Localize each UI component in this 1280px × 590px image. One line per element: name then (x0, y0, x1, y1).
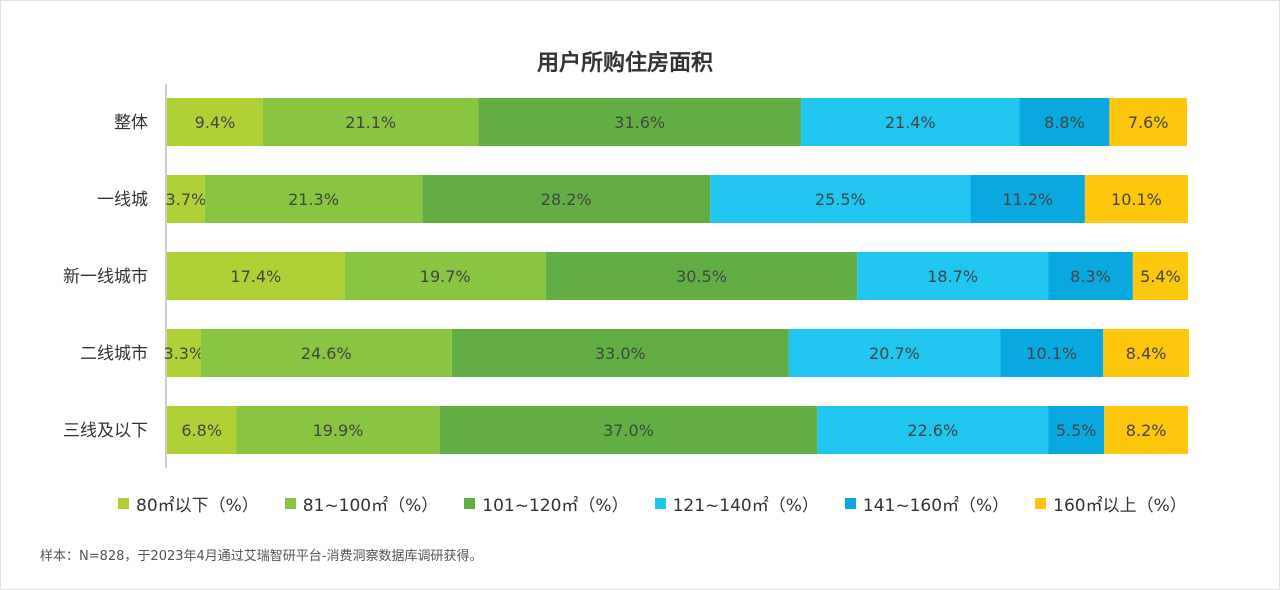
bar-segment (422, 175, 711, 223)
legend-swatch (654, 497, 666, 509)
bar-segment (710, 175, 971, 223)
legend-item: 80㎡以下（%） (118, 491, 259, 516)
data-label: 37.0% (603, 421, 654, 440)
bar-segment (970, 175, 1085, 223)
data-label: 8.3% (1070, 267, 1111, 286)
legend-swatch (1035, 497, 1047, 509)
data-label: 17.4% (230, 267, 281, 286)
category-label: 三线及以下 (63, 421, 148, 441)
legend-label: 81~100㎡（%） (302, 495, 439, 516)
data-label: 10.1% (1026, 344, 1077, 363)
bar-segment (167, 175, 205, 223)
legend-item: 121~140㎡（%） (654, 491, 819, 516)
data-label: 8.2% (1126, 421, 1167, 440)
bar-segment (1019, 98, 1110, 146)
bar-segment (262, 98, 479, 146)
data-label: 3.3% (164, 344, 205, 363)
bar-segment (1103, 329, 1190, 377)
legend-item: 141~160㎡（%） (844, 491, 1010, 516)
legend-label: 160㎡以上（%） (1053, 495, 1187, 516)
legend-item: 160㎡以上（%） (1035, 491, 1187, 516)
data-label: 24.6% (301, 344, 352, 363)
bar-segment (788, 329, 1001, 377)
data-label: 6.8% (181, 421, 222, 440)
bar-segment (236, 406, 440, 454)
bar-segment (344, 252, 546, 300)
legend-swatch (464, 497, 476, 509)
data-label: 22.6% (907, 421, 958, 440)
legend: 80㎡以下（%） 81~100㎡（%） 101~120㎡（%） 121~140㎡（%）… (118, 490, 1213, 516)
source-note: 样本：N=828，于2023年4月通过艾瑞智研平台-消费洞察数据库调研获得。 (40, 549, 483, 564)
data-label: 8.4% (1126, 344, 1167, 363)
category-label: 一线城 (97, 190, 148, 210)
data-label: 11.2% (1002, 190, 1053, 209)
bar-segment (167, 329, 201, 377)
category-label: 二线城市 (80, 344, 148, 364)
bar-segment (1104, 406, 1188, 454)
bar-segment (545, 252, 858, 300)
bar-segment (478, 98, 802, 146)
bar-segment (817, 406, 1049, 454)
bar-segment (1109, 98, 1187, 146)
bar-segment (451, 329, 789, 377)
data-label: 7.6% (1128, 113, 1169, 132)
data-label: 5.5% (1056, 421, 1097, 440)
bar-segment (167, 98, 263, 146)
data-label: 21.3% (288, 190, 339, 209)
bar-segment (1084, 175, 1188, 223)
bar-segment (857, 252, 1049, 300)
bar-segment (1048, 252, 1133, 300)
legend-label: 80㎡以下（%） (136, 495, 259, 516)
legend-label: 101~120㎡（%） (482, 495, 629, 516)
data-label: 19.9% (313, 421, 364, 440)
bar-segment (1132, 252, 1188, 300)
data-label: 31.6% (614, 113, 665, 132)
legend-item: 101~120㎡（%） (464, 491, 629, 516)
data-label: 33.0% (595, 344, 646, 363)
bars-group: 9.4% 21.1% 31.6% 21.4% 8.8% 7.6% 3.7% 21.3% 28.2… (164, 98, 1190, 454)
legend-label: 121~140㎡（%） (672, 495, 819, 516)
data-label: 5.4% (1140, 267, 1181, 286)
data-label: 3.7% (166, 190, 207, 209)
legend-swatch (284, 497, 296, 509)
bar-segment (1048, 406, 1105, 454)
data-label: 30.5% (676, 267, 727, 286)
data-label: 9.4% (195, 113, 236, 132)
data-label: 8.8% (1044, 113, 1085, 132)
data-label: 28.2% (541, 190, 592, 209)
data-label: 20.7% (869, 344, 920, 363)
bar-segment (167, 406, 237, 454)
chart-title: 用户所购住房面积 (537, 50, 713, 76)
data-label: 18.7% (927, 267, 978, 286)
legend-label: 141~160㎡（%） (862, 495, 1010, 516)
bar-segment (439, 406, 818, 454)
data-label: 21.4% (885, 113, 936, 132)
legend-swatch (118, 497, 129, 509)
data-label: 25.5% (815, 190, 866, 209)
data-label: 19.7% (420, 267, 471, 286)
legend-item: 81~100㎡（%） (284, 491, 439, 516)
bar-segment (200, 329, 452, 377)
bar-segment (167, 252, 345, 300)
bar-segment (204, 175, 423, 223)
bar-segment (801, 98, 1020, 146)
bar-segment (1000, 329, 1104, 377)
data-label: 21.1% (345, 113, 396, 132)
data-label: 10.1% (1111, 190, 1162, 209)
legend-swatch (844, 497, 856, 509)
category-label: 整体 (114, 113, 148, 133)
category-label: 新一线城市 (63, 267, 148, 287)
